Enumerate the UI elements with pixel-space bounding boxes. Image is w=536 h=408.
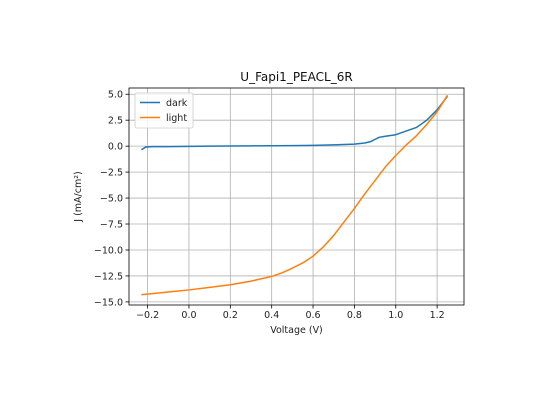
y-tick-label: 2.5 xyxy=(108,116,123,127)
x-tick-label: 1.2 xyxy=(430,310,445,321)
series-layer xyxy=(141,94,449,296)
y-tick-label: 5.0 xyxy=(108,90,123,101)
legend-label-dark: dark xyxy=(166,98,188,109)
y-tick-label: −15.0 xyxy=(94,297,123,308)
x-tick-label: 0.2 xyxy=(223,310,238,321)
legend-entries: dark light xyxy=(140,98,188,124)
y-tick-label: −10.0 xyxy=(94,245,123,256)
series-line-light xyxy=(141,94,449,296)
x-tick-label: 0.4 xyxy=(264,310,279,321)
series-line-dark xyxy=(141,95,449,151)
x-ticks: −0.2 0.0 0.2 0.4 0.6 0.8 1.0 1.2 xyxy=(136,305,445,321)
y-tick-label: −12.5 xyxy=(94,271,123,282)
y-tick-label: −5.0 xyxy=(100,193,123,204)
legend: dark light xyxy=(134,92,194,129)
y-ticks: −15.0 −12.5 −10.0 −7.5 −5.0 −2.5 0.0 2.5 5.0 xyxy=(94,90,129,308)
x-tick-label: 0.6 xyxy=(305,310,320,321)
x-axis-label: Voltage (V) xyxy=(270,325,323,336)
y-tick-label: −7.5 xyxy=(100,219,123,230)
x-tick-label: 0.0 xyxy=(181,310,196,321)
x-tick-label: 0.8 xyxy=(347,310,362,321)
legend-label-light: light xyxy=(166,113,187,124)
x-tick-label: −0.2 xyxy=(136,310,159,321)
y-tick-label: −2.5 xyxy=(100,168,123,179)
x-tick-label: 1.0 xyxy=(388,310,403,321)
plot-frame xyxy=(128,87,465,306)
y-axis-label: J (mA/cm²) xyxy=(73,171,84,222)
chart-title: U_Fapi1_PEACL_6R xyxy=(240,70,352,84)
y-tick-label: 0.0 xyxy=(108,142,123,153)
